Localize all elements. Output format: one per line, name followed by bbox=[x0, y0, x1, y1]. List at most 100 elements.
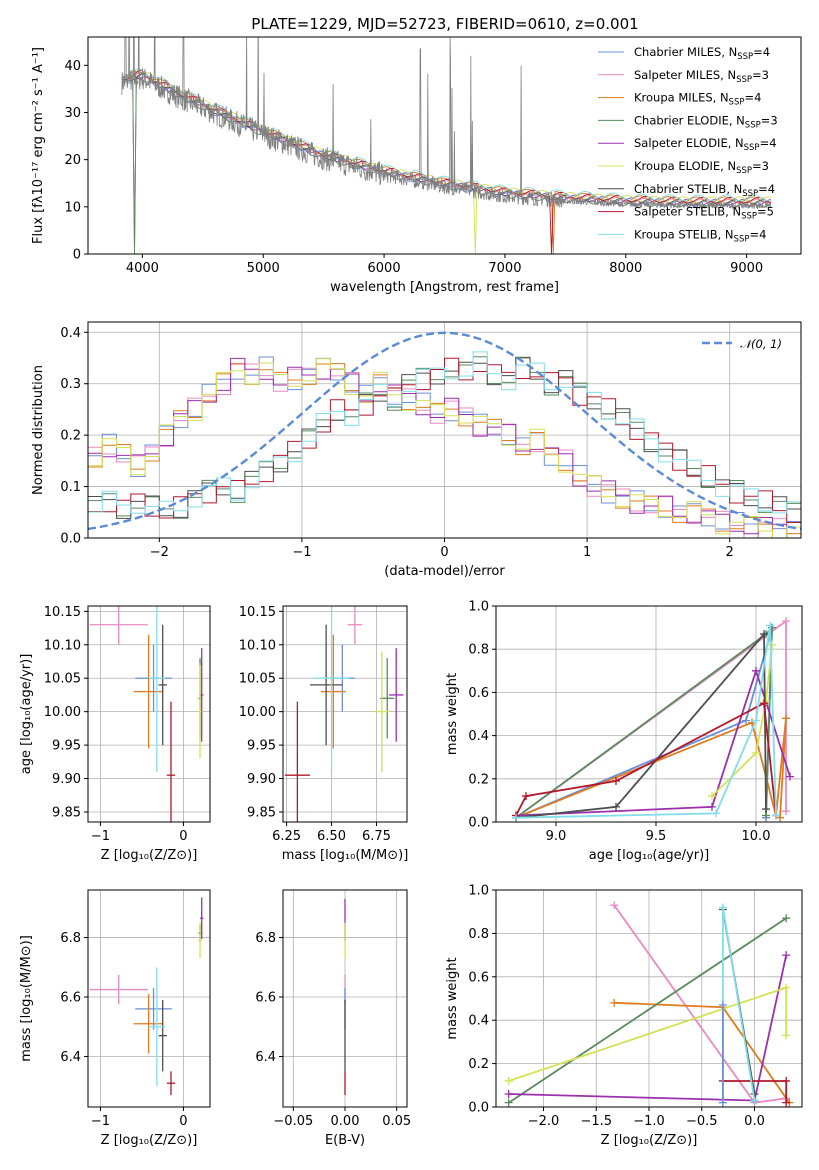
normal-reference-curve bbox=[88, 331, 801, 531]
residual-histogram bbox=[88, 358, 801, 538]
plot-area bbox=[121, 37, 772, 254]
weight-point-marker bbox=[612, 776, 620, 785]
weight-point-marker bbox=[782, 914, 791, 923]
y-tick-label: 0.0 bbox=[468, 1101, 489, 1116]
plot-area bbox=[284, 606, 404, 822]
x-axis-label: Z [log₁₀(Z/Z⊙)] bbox=[601, 1133, 698, 1148]
y-tick-label: 9.90 bbox=[247, 772, 276, 787]
error-bar-point bbox=[200, 897, 204, 940]
weight-point-marker bbox=[782, 714, 790, 723]
legend-entry-sub: SSP bbox=[745, 120, 761, 130]
weight-point-marker bbox=[782, 983, 791, 992]
y-tick-label: 0.8 bbox=[468, 643, 489, 658]
y-tick-label: 10.00 bbox=[44, 705, 81, 720]
x-axis-label: Z [log₁₀(Z/Z⊙)] bbox=[101, 848, 198, 863]
weight-point-marker bbox=[752, 716, 760, 725]
panel-residuals: −2 −1 0 1 2 0.0 0.1 0.2 0.3 0.4 (data-model)/error… bbox=[31, 321, 802, 579]
y-axis-label: Flux [fλ10⁻¹⁷ erg cm⁻² s⁻¹ A⁻¹] bbox=[31, 47, 46, 244]
x-axis-label: age [log₁₀(age/yr)] bbox=[589, 848, 710, 863]
error-bar-point bbox=[309, 624, 343, 746]
legend-entry-count: =4 bbox=[744, 91, 761, 105]
panel-age-vs-mass: 6.25 6.50 6.75 9.85 9.90 9.95 10.00 10.05 10.10 1… bbox=[239, 605, 408, 863]
x-tick-label: 0.05 bbox=[382, 1114, 411, 1129]
y-tick-label: 0.6 bbox=[468, 970, 489, 985]
y-tick-label: 6.4 bbox=[255, 1050, 276, 1065]
legend-entry-name: Salpeter MILES, N bbox=[634, 68, 736, 82]
panel-weight-vs-age: 9.0 9.5 10.0 0.0 0.2 0.4 0.6 0.8 1.0 age [log₁₀(a… bbox=[445, 600, 803, 863]
weight-point-marker bbox=[766, 621, 774, 630]
x-tick-label: 5000 bbox=[247, 261, 280, 276]
weight-series-line bbox=[508, 917, 787, 1104]
axes-frame bbox=[282, 605, 408, 823]
x-tick-label: 9.5 bbox=[646, 829, 667, 844]
x-tick-label: 8000 bbox=[609, 261, 642, 276]
y-tick-label: 10.00 bbox=[239, 705, 276, 720]
weight-point-marker bbox=[752, 748, 760, 757]
x-tick-label: −0.05 bbox=[273, 1114, 313, 1129]
weight-point-marker bbox=[782, 617, 790, 626]
weight-point-marker bbox=[504, 1076, 513, 1085]
panel-weight-vs-Z: −2.0 −1.5 −1.0 −0.5 0.0 0.0 0.2 0.4 0.6 0.8 1.0 Z [… bbox=[445, 884, 803, 1148]
y-axis-label: mass [log₁₀(M/M⊙)] bbox=[19, 935, 34, 1062]
weight-point-marker bbox=[610, 901, 619, 910]
axes-frame bbox=[87, 605, 211, 823]
error-bar-point bbox=[347, 606, 363, 645]
x-tick-label: 0.00 bbox=[331, 1114, 360, 1129]
x-tick-label: −1.5 bbox=[580, 1114, 612, 1129]
x-axis-label: E(B-V) bbox=[325, 1133, 365, 1148]
legend-entry-name: Chabrier ELODIE, N bbox=[634, 113, 745, 127]
legend-entry: Kroupa MILES, NSSP=4 bbox=[634, 91, 761, 108]
weight-series-line bbox=[515, 631, 767, 819]
weight-point-marker bbox=[718, 1098, 727, 1107]
x-tick-label: 6.25 bbox=[272, 829, 301, 844]
x-tick-label: 6.50 bbox=[317, 829, 346, 844]
legend-entry: Chabrier ELODIE, NSSP=3 bbox=[634, 113, 778, 130]
weight-point-marker bbox=[760, 699, 768, 708]
legend-entry-sub: SSP bbox=[744, 143, 760, 153]
y-tick-label: 9.85 bbox=[247, 805, 276, 820]
weight-point-marker bbox=[512, 813, 520, 822]
y-tick-label: 0.2 bbox=[60, 429, 81, 444]
y-tick-label: 6.6 bbox=[255, 991, 276, 1006]
error-bar-point bbox=[148, 967, 166, 1087]
x-tick-label: −1.0 bbox=[633, 1114, 665, 1129]
legend-entry-name: Salpeter STELIB, N bbox=[634, 205, 741, 219]
x-tick-label: −0.5 bbox=[686, 1114, 718, 1129]
legend-entry-sub: SSP bbox=[736, 75, 752, 85]
x-tick-label: 10.0 bbox=[742, 829, 771, 844]
error-bar-point bbox=[148, 606, 166, 772]
legend-entry-count: =4 bbox=[753, 45, 770, 59]
legend-entry-sub: SSP bbox=[737, 52, 753, 62]
reference-legend-label: 𝒩(0, 1) bbox=[740, 337, 782, 351]
y-tick-label: 1.0 bbox=[468, 884, 489, 899]
y-tick-label: 30 bbox=[64, 106, 81, 121]
y-tick-label: 6.8 bbox=[255, 931, 276, 946]
legend-entry-count: =4 bbox=[758, 182, 775, 196]
residual-histogram bbox=[88, 351, 801, 514]
plot-area bbox=[512, 617, 794, 822]
x-tick-label: 0 bbox=[179, 1114, 187, 1129]
panel-mass-vs-EBV: −0.05 0.00 0.05 6.4 6.6 6.8 E(B-V) bbox=[255, 889, 411, 1148]
error-bar-point bbox=[135, 988, 172, 1030]
panel-spectrum: 4000 5000 6000 7000 8000 9000 0 10 20 30 40 wavelen… bbox=[31, 36, 802, 295]
legend-entry-name: Kroupa STELIB, N bbox=[634, 227, 734, 241]
weight-series-line bbox=[711, 644, 773, 797]
weight-series-line bbox=[515, 625, 773, 819]
plot-area bbox=[504, 901, 794, 1107]
y-tick-label: 0.0 bbox=[60, 532, 81, 547]
weight-point-marker bbox=[782, 951, 791, 960]
weight-point-marker bbox=[718, 903, 727, 912]
y-tick-label: 10.05 bbox=[44, 672, 81, 687]
x-tick-label: 6.75 bbox=[362, 829, 391, 844]
weight-point-marker bbox=[504, 1089, 513, 1098]
weight-point-marker bbox=[772, 811, 780, 820]
axes-frame bbox=[495, 889, 803, 1108]
error-bar-point bbox=[198, 664, 202, 759]
weight-point-marker bbox=[612, 802, 620, 811]
weight-point-marker bbox=[750, 1096, 759, 1105]
x-tick-label: 4000 bbox=[126, 261, 159, 276]
weight-series-line bbox=[722, 907, 756, 1103]
x-tick-label: 0.0 bbox=[744, 1114, 765, 1129]
legend-entry-sub: SSP bbox=[736, 166, 752, 176]
x-tick-label: 0 bbox=[179, 829, 187, 844]
